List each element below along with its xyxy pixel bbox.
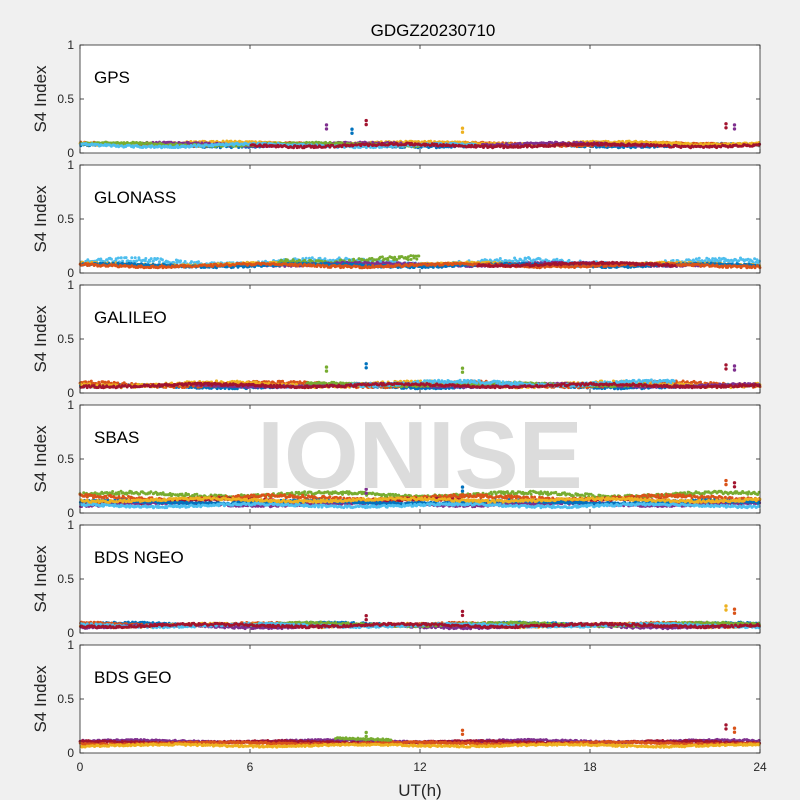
data-point [183, 260, 187, 263]
data-point [357, 257, 361, 261]
outlier-point [350, 131, 354, 135]
data-point [310, 256, 314, 260]
outlier-point [460, 130, 465, 134]
data-point [297, 258, 301, 262]
data-point [511, 259, 515, 263]
axes-background [80, 45, 760, 153]
data-point [567, 258, 571, 262]
data-point [395, 258, 399, 262]
figure-title: GDGZ20230710 [371, 21, 496, 40]
data-points [78, 118, 762, 150]
data-point [323, 257, 327, 261]
data-point [498, 257, 502, 260]
data-point [524, 257, 528, 260]
data-point [717, 256, 721, 260]
data-point [758, 142, 762, 146]
data-point [148, 259, 152, 263]
data-point [417, 254, 421, 258]
data-point [156, 257, 159, 260]
data-point [124, 256, 128, 260]
data-point [144, 257, 148, 260]
data-point [409, 254, 413, 258]
outlier-point [724, 122, 728, 126]
outlier-point [460, 126, 465, 130]
outlier-point [324, 123, 329, 127]
data-point [119, 256, 123, 260]
data-point [133, 256, 137, 260]
data-point [386, 258, 390, 262]
data-point [179, 259, 183, 263]
panel-label: GPS [94, 68, 130, 87]
outlier-point [350, 127, 354, 131]
data-point [109, 257, 113, 261]
data-point [130, 256, 134, 260]
data-point [671, 259, 675, 262]
y-tick-label: 1 [67, 38, 74, 52]
data-point [190, 260, 193, 264]
data-point [640, 142, 644, 146]
data-point [409, 258, 413, 261]
data-point [197, 260, 200, 264]
outlier-point [732, 123, 737, 127]
data-point [566, 144, 570, 148]
data-point [757, 259, 761, 263]
data-point [348, 258, 351, 262]
data-point [160, 258, 164, 262]
data-point [157, 260, 161, 264]
outlier-point [364, 118, 368, 123]
y-tick-label: 0.5 [57, 92, 74, 106]
outlier-point [724, 126, 728, 130]
data-point [711, 257, 715, 261]
outlier-point [732, 127, 737, 131]
data-point [499, 144, 503, 148]
data-point [533, 145, 537, 148]
outlier-point [324, 127, 329, 131]
data-point [415, 257, 419, 261]
data-point [538, 257, 542, 261]
data-point [722, 260, 726, 264]
y-axis-label: S4 Index [31, 65, 50, 133]
data-point [149, 257, 153, 261]
data-point [116, 256, 120, 260]
data-point [406, 258, 410, 262]
data-point [697, 256, 701, 260]
outlier-point [364, 122, 368, 127]
